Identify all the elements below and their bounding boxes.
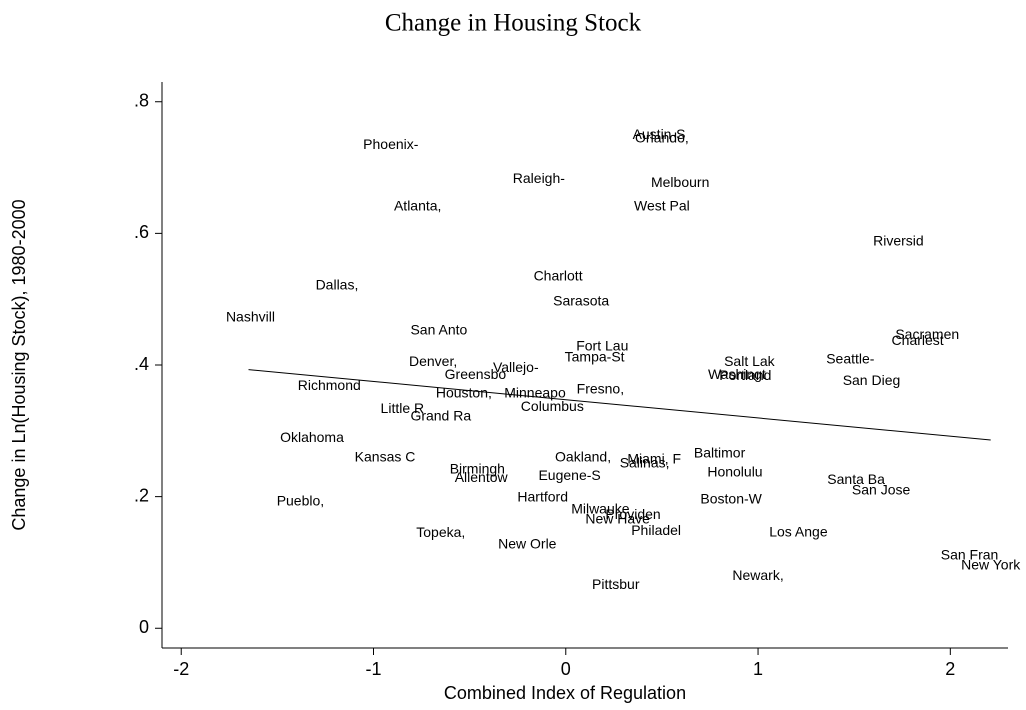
point-label: Portland (719, 367, 771, 383)
chart-title: Change in Housing Stock (385, 10, 642, 37)
point-label: Newark, (732, 567, 783, 583)
point-label: Richmond (298, 377, 361, 393)
point-label: Atlanta, (394, 198, 441, 214)
point-label: San Dieg (843, 372, 901, 388)
point-label: Fresno, (577, 381, 624, 397)
point-label: Philadel (631, 522, 681, 538)
point-label: West Pal (634, 198, 690, 214)
point-label: Boston-W (700, 491, 762, 507)
point-label: Greensbo (445, 366, 507, 382)
point-label: Sacramen (895, 326, 959, 342)
point-label: Minneapo (504, 385, 566, 401)
point-label: New Orle (498, 535, 557, 551)
point-label: Denver, (409, 353, 457, 369)
point-label: Orlando, (635, 129, 689, 145)
point-label: Fort Lau (576, 337, 628, 353)
point-label: Dallas, (316, 277, 359, 293)
y-tick-label: .6 (134, 222, 149, 242)
y-tick-label: .4 (134, 354, 149, 374)
point-label: Columbus (521, 398, 584, 414)
x-tick-label: -1 (365, 659, 381, 679)
point-label: Vallejo- (493, 359, 539, 375)
point-label: Topeka, (416, 524, 465, 540)
point-label: New York (961, 556, 1021, 572)
x-axis-label: Combined Index of Regulation (444, 683, 686, 703)
point-label: Tampa-St (565, 348, 625, 364)
point-label: Birmingh (450, 460, 505, 476)
point-label: Allentow (455, 469, 509, 485)
y-tick-label: 0 (139, 617, 149, 637)
point-label: Raleigh- (513, 170, 565, 186)
point-label: Los Ange (769, 524, 828, 540)
point-label: San Anto (410, 321, 467, 337)
point-label: Oakland, (555, 449, 611, 465)
point-label: Houston, (436, 385, 492, 401)
point-label: Washingt (708, 366, 766, 382)
point-label: Oklahoma (280, 429, 344, 445)
x-tick-label: 2 (945, 659, 955, 679)
point-label: Pueblo, (277, 493, 324, 509)
point-label: Kansas C (355, 449, 416, 465)
y-tick-label: .2 (134, 485, 149, 505)
point-label: Hartford (517, 489, 568, 505)
y-tick-label: .8 (134, 90, 149, 110)
point-label: Miami, F (627, 450, 681, 466)
point-label: Riversid (873, 233, 924, 249)
x-tick-label: -2 (173, 659, 189, 679)
point-label: Providen (605, 506, 660, 522)
point-label: Charlott (534, 268, 583, 284)
point-label: San Fran (941, 547, 999, 563)
point-label: Charlest (892, 332, 944, 348)
point-label: Milwauke (571, 500, 630, 516)
y-axis-label: Change in Ln(Housing Stock), 1980-2000 (9, 199, 29, 530)
point-label: Salt Lak (724, 353, 776, 369)
point-label: Seattle- (826, 350, 875, 366)
point-label: Salinas, (620, 454, 670, 470)
x-tick-label: 0 (561, 659, 571, 679)
point-label: Santa Ba (827, 471, 885, 487)
point-label: Little R (381, 400, 425, 416)
point-label: Baltimor (694, 445, 746, 461)
point-label: New Have (585, 510, 650, 526)
point-label: Honolulu (707, 464, 762, 480)
point-label: Phoenix- (363, 136, 419, 152)
point-label: San Jose (852, 481, 911, 497)
point-label: Nashvill (226, 308, 275, 324)
point-label: Sarasota (553, 293, 609, 309)
point-label: Melbourn (651, 174, 709, 190)
point-label: Austin-S (633, 126, 686, 142)
point-label: Eugene-S (538, 467, 600, 483)
point-label: Pittsbur (592, 576, 640, 592)
point-label: Grand Ra (410, 408, 471, 424)
fit-line (248, 369, 991, 441)
x-tick-label: 1 (753, 659, 763, 679)
